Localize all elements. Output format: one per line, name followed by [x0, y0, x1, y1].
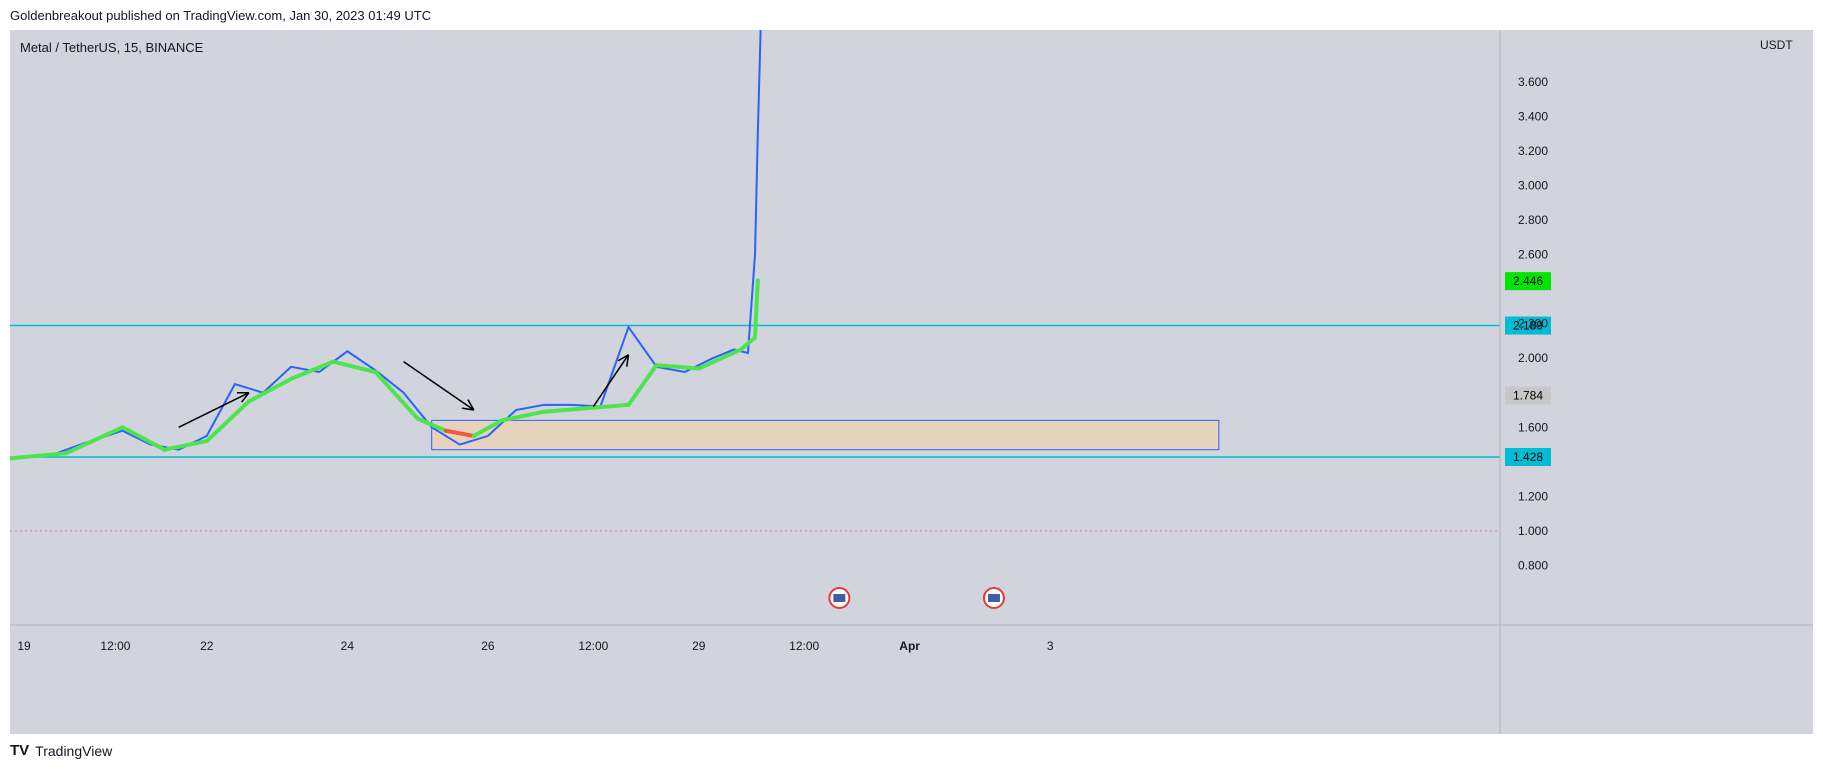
- ma-segment: [753, 278, 760, 340]
- price-chart[interactable]: 2.446 2.189 1.784 1.428 0.800 1.000 1.200 1.60…: [10, 30, 1813, 734]
- ma-segment: [64, 425, 125, 456]
- last-price-label: 2.446: [1513, 274, 1543, 288]
- y-tick-label: 3.400: [1518, 109, 1548, 123]
- y-tick-label: 2.200: [1518, 317, 1548, 331]
- x-tick-label: 12:00: [578, 639, 608, 653]
- ma-segment: [289, 359, 336, 381]
- price-line: [10, 30, 762, 460]
- flag-body: [833, 594, 846, 602]
- symbol-title: Metal / TetherUS, 15, BINANCE: [20, 40, 204, 55]
- ma-segment: [120, 425, 167, 452]
- ma-segment: [415, 416, 448, 433]
- x-tick-label: 12:00: [100, 639, 130, 653]
- event-markers: [828, 587, 1005, 609]
- x-tick-label: 19: [17, 639, 31, 653]
- flag-body: [987, 594, 1000, 602]
- ma-segment: [204, 399, 251, 444]
- x-tick-label: 12:00: [789, 639, 819, 653]
- arrow-head: [240, 392, 250, 403]
- x-tick-label: 3: [1047, 639, 1054, 653]
- axes: 0.800 1.000 1.200 1.600 2.000 2.200 2.600 2.800…: [10, 30, 1813, 734]
- y-tick-label: 2.000: [1518, 351, 1548, 365]
- y-tick-label: 3.000: [1518, 178, 1548, 192]
- x-tick-label: 29: [692, 639, 706, 653]
- trend-arrow-2: [403, 361, 475, 411]
- y-tick-label: 1.000: [1518, 524, 1548, 538]
- arrow-head: [467, 399, 475, 411]
- chart-area[interactable]: 2.446 2.189 1.784 1.428 0.800 1.000 1.200 1.60…: [10, 30, 1813, 734]
- y-tick-label: 1.600: [1518, 420, 1548, 434]
- y-tick-label: 0.800: [1518, 558, 1548, 572]
- resistance-label-bg: [1505, 316, 1551, 335]
- ma-segment: [654, 363, 701, 371]
- footer-brand: TradingView: [35, 742, 113, 759]
- price-labels: 2.446 2.189 1.784 1.428: [1505, 272, 1551, 466]
- x-tick-label: 24: [341, 639, 355, 653]
- resistance-label: 2.189: [1513, 319, 1543, 333]
- arrow-head: [617, 354, 629, 362]
- ma-segment: [499, 409, 547, 423]
- y-tick-label: 2.600: [1518, 248, 1548, 262]
- ma-segment: [331, 359, 378, 374]
- x-tick-label: 22: [200, 639, 214, 653]
- ma-segment: [738, 335, 757, 352]
- ma-segment: [10, 451, 69, 461]
- arrow-head: [626, 354, 630, 367]
- support-label-bg: [1505, 447, 1551, 466]
- y-tick-label: 3.200: [1518, 144, 1548, 158]
- trend-arrow-3: [592, 354, 630, 407]
- y-tick-label: 1.200: [1518, 489, 1548, 503]
- ma-value-label: 1.784: [1513, 388, 1543, 402]
- x-tick-label: 26: [481, 639, 495, 653]
- support-zone: [431, 419, 1220, 451]
- ma-segment: [471, 418, 504, 438]
- x-tick-label: Apr: [899, 639, 920, 653]
- ma-segment: [443, 428, 476, 438]
- publish-info: Goldenbreakout published on TradingView.…: [10, 8, 432, 23]
- y-tick-label: 2.800: [1518, 213, 1548, 227]
- footer: TV TradingView: [10, 742, 112, 759]
- ma-segment: [542, 406, 589, 414]
- ma-segment: [162, 439, 209, 452]
- zone-layer: [431, 419, 1220, 451]
- ma-value-label-bg: [1505, 386, 1551, 405]
- arrow-head: [461, 407, 474, 411]
- ma-segment: [626, 363, 659, 407]
- last-price-label-bg: [1505, 272, 1551, 291]
- ma-segment: [373, 370, 420, 421]
- y-tick-label: 3.600: [1518, 75, 1548, 89]
- support-label: 1.428: [1513, 450, 1543, 464]
- trend-arrow-1: [178, 392, 250, 428]
- tradingview-logo-icon: TV: [10, 742, 30, 759]
- arrow-layer: [178, 354, 630, 428]
- ma-segment: [696, 347, 743, 371]
- ma-segment: [584, 402, 631, 411]
- series-layer: [10, 30, 762, 461]
- ma-segment: [246, 376, 294, 404]
- currency-label: USDT: [1760, 38, 1793, 52]
